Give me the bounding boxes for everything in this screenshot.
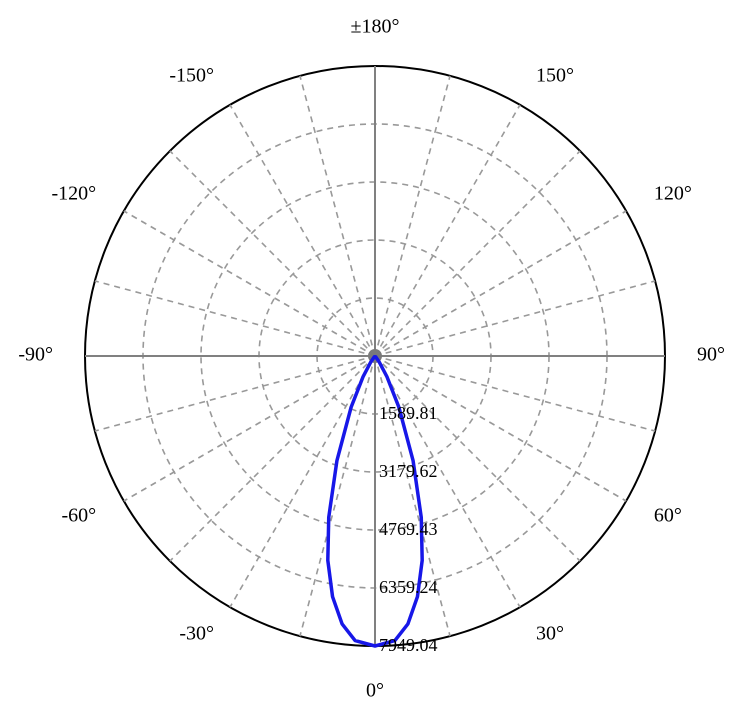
angle-label: 60° (654, 505, 682, 527)
axis-spoke (95, 356, 375, 431)
angle-label: -90° (18, 344, 53, 366)
axis-spoke (300, 76, 375, 356)
axis-spoke (375, 281, 655, 356)
radial-label: 7949.04 (379, 635, 438, 655)
axis-spoke (170, 151, 375, 356)
polar-chart: ±180° -150° -120° -90° -60° -30° 0° 30° 60° 90° 12… (0, 0, 751, 712)
radial-label: 6359.24 (379, 577, 438, 597)
angle-label: -60° (61, 505, 96, 527)
axis-spoke (300, 356, 375, 636)
axis-spoke (170, 356, 375, 561)
radial-label: 4769.43 (379, 519, 438, 539)
axis-spoke (375, 105, 520, 356)
axis-spoke (124, 211, 375, 356)
angle-label: -150° (169, 65, 214, 87)
axis-spoke (375, 151, 580, 356)
angle-label: -120° (51, 183, 96, 205)
radial-label: 1589.81 (379, 403, 438, 423)
angle-label: 90° (697, 344, 725, 366)
polar-chart-svg: ±180° -150° -120° -90° -60° -30° 0° 30° 60° 90° 12… (0, 0, 751, 712)
axis-spoke (95, 281, 375, 356)
angle-label: 120° (654, 183, 692, 205)
axis-spoke (124, 356, 375, 501)
axis-spoke (230, 356, 375, 607)
axis-spoke (375, 76, 450, 356)
axis-spoke (230, 105, 375, 356)
axis-spoke (375, 356, 520, 607)
axis-spoke (375, 211, 626, 356)
angle-label: 150° (536, 65, 574, 87)
angle-label: 30° (536, 622, 564, 644)
angle-label: -30° (179, 622, 214, 644)
radial-label: 3179.62 (379, 461, 438, 481)
angle-label: 0° (366, 680, 384, 702)
angle-label: ±180° (351, 16, 400, 38)
